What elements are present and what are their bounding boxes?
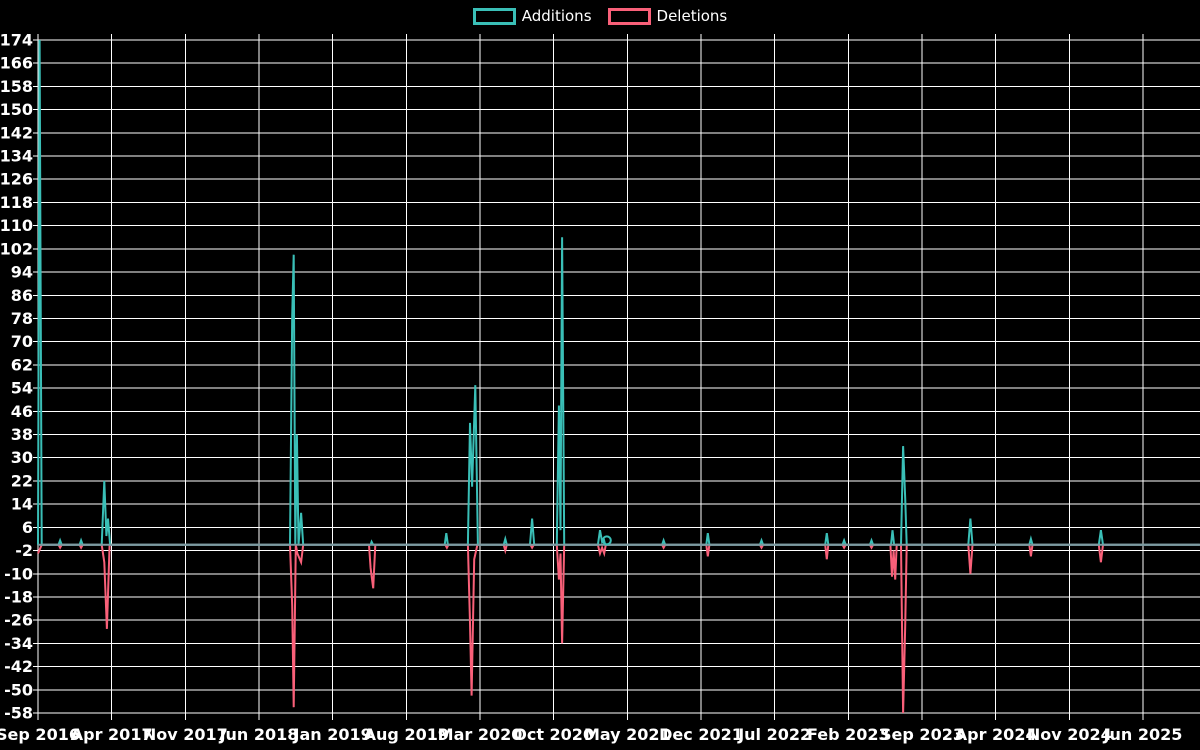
y-tick-label: 102 [0, 239, 33, 258]
x-tick-label: Sep 2023 [880, 725, 964, 744]
x-tick-label: Mar 2020 [438, 725, 523, 744]
y-tick-label: 110 [0, 216, 33, 235]
x-tick-label: Sep 2016 [0, 725, 80, 744]
x-tick-label: Apr 2017 [71, 725, 153, 744]
y-tick-label: 158 [0, 77, 33, 96]
x-tick-label: Dec 2021 [659, 725, 743, 744]
y-tick-label: 46 [11, 402, 33, 421]
x-tick-label: Aug 2019 [364, 725, 449, 744]
x-tick-label: Jun 2025 [1103, 725, 1183, 744]
y-tick-label: -34 [4, 634, 33, 653]
axis-labels: 1741661581501421341261181101029486787062… [0, 31, 1182, 745]
legend-label-additions: Additions [521, 6, 592, 25]
x-tick-label: Jul 2022 [737, 725, 811, 744]
x-tick-label: Feb 2023 [807, 725, 890, 744]
additions-line [37, 39, 1200, 546]
legend: Additions Deletions [0, 5, 1200, 27]
y-tick-label: 142 [0, 123, 33, 142]
y-tick-label: 174 [0, 31, 33, 50]
y-tick-label: -58 [4, 704, 33, 723]
y-tick-label: 30 [11, 448, 33, 467]
x-tick-label: May 2021 [584, 725, 671, 744]
y-tick-label: -10 [4, 564, 33, 583]
y-tick-label: -26 [4, 611, 33, 630]
y-tick-label: 86 [11, 286, 33, 305]
y-tick-label: 70 [11, 332, 33, 351]
legend-label-deletions: Deletions [656, 6, 728, 25]
x-tick-label: Jun 2018 [219, 725, 299, 744]
legend-item-additions[interactable]: Additions [472, 6, 592, 25]
y-tick-label: 126 [0, 170, 33, 189]
y-tick-label: 62 [11, 355, 33, 374]
y-tick-label: 94 [11, 263, 33, 282]
additions-swatch-icon [472, 7, 516, 25]
x-tick-label: Oct 2020 [513, 725, 594, 744]
deletions-line [37, 543, 1200, 714]
x-tick-label: Nov 2017 [143, 725, 228, 744]
y-tick-label: 22 [11, 471, 33, 490]
y-tick-label: -50 [4, 680, 33, 699]
y-tick-label: -42 [4, 657, 33, 676]
legend-item-deletions[interactable]: Deletions [607, 6, 728, 25]
y-tick-label: -2 [15, 541, 33, 560]
y-tick-label: 118 [0, 193, 33, 212]
y-tick-label: 54 [11, 379, 33, 398]
x-tick-label: Apr 2024 [955, 725, 1037, 744]
gridlines [33, 34, 1200, 720]
y-tick-label: 6 [22, 518, 33, 537]
x-tick-label: Nov 2024 [1027, 725, 1112, 744]
deletions-swatch-icon [607, 7, 651, 25]
y-tick-label: 78 [11, 309, 33, 328]
y-tick-label: 14 [11, 495, 33, 514]
y-tick-label: -18 [4, 587, 33, 606]
point-marker [601, 535, 612, 546]
series-lines [37, 39, 1200, 714]
y-tick-label: 150 [0, 100, 33, 119]
y-tick-label: 134 [0, 147, 33, 166]
y-tick-label: 166 [0, 54, 33, 73]
x-tick-label: Jan 2019 [293, 725, 372, 744]
y-tick-label: 38 [11, 425, 33, 444]
